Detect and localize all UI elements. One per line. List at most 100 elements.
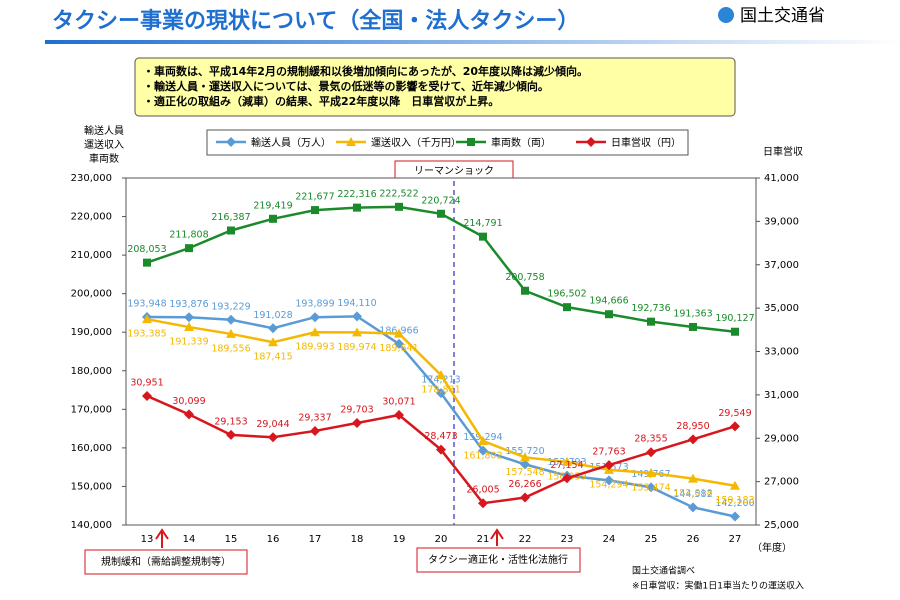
data-label: 191,363 [673, 308, 712, 319]
data-label: 194,666 [589, 296, 628, 307]
data-label: 27,763 [592, 447, 625, 458]
data-label: 174,213 [421, 375, 460, 386]
marker [310, 425, 320, 436]
y2-tick-label: 25,000 [764, 520, 799, 531]
marker [604, 460, 614, 471]
legend-label: 運送収入（千万円） [371, 136, 461, 149]
marker [185, 244, 193, 253]
marker [520, 492, 530, 503]
data-label: 214,791 [463, 218, 502, 229]
data-label: 30,951 [130, 377, 163, 388]
annotation: リーマンショック [414, 165, 494, 177]
marker [269, 214, 277, 223]
x-tick-label: 19 [393, 534, 406, 545]
data-label: 152,018 [673, 488, 712, 499]
marker [394, 328, 404, 338]
data-label: 187,415 [253, 352, 292, 363]
data-label: 178,881 [421, 385, 460, 396]
marker [646, 468, 656, 478]
marker [478, 445, 488, 456]
marker [226, 429, 236, 440]
x-label: （年度） [752, 541, 792, 554]
data-label: 142,200 [715, 498, 754, 509]
data-label: 29,044 [256, 419, 289, 430]
data-label: 189,974 [337, 342, 376, 353]
marker [521, 286, 529, 295]
title-rule [45, 40, 900, 44]
y-tick-label: 210,000 [71, 250, 112, 261]
marker [731, 327, 739, 336]
note: ・車両数は、平成14年2月の規制緩和以後増加傾向にあったが、20年度以降は減少傾… [143, 64, 588, 78]
x-tick-label: 21 [477, 534, 490, 545]
y-tick-label: 140,000 [71, 520, 112, 531]
annotation: タクシー適正化・活性化法施行 [428, 553, 568, 566]
note: ・輸送人員・運送収入については、景気の低迷等の影響を受けて、近年減少傾向。 [143, 79, 549, 93]
y2-tick-label: 29,000 [764, 433, 799, 444]
x-tick-label: 18 [351, 534, 364, 545]
marker [478, 435, 488, 445]
data-label: 29,153 [214, 416, 247, 427]
y-label: 運送収入 [84, 138, 124, 151]
marker [268, 323, 278, 334]
marker [520, 452, 530, 462]
marker [395, 202, 403, 211]
plot-area [125, 177, 757, 526]
y2-tick-label: 27,000 [764, 477, 799, 488]
data-label: 208,053 [127, 244, 166, 255]
notes-box [134, 57, 736, 117]
marker [352, 311, 362, 322]
x-tick-label: 22 [519, 534, 532, 545]
marker [353, 203, 361, 212]
data-label: 28,950 [676, 421, 709, 432]
logo: 国土交通省 [740, 6, 825, 26]
marker [184, 322, 194, 332]
data-label: 153,474 [631, 483, 670, 494]
y2-tick-label: 41,000 [764, 173, 799, 184]
x-tick-label: 16 [267, 534, 280, 545]
data-label: 220,724 [421, 195, 460, 206]
marker [346, 137, 356, 146]
data-label: 221,677 [295, 192, 334, 203]
x-tick-label: 26 [687, 534, 700, 545]
y2-tick-label: 31,000 [764, 390, 799, 401]
data-label: 193,948 [127, 299, 166, 310]
data-label: 193,385 [127, 329, 166, 340]
marker [605, 310, 613, 319]
marker [563, 303, 571, 312]
y2-tick-label: 37,000 [764, 260, 799, 271]
data-label: 219,419 [253, 200, 292, 211]
marker [436, 370, 446, 380]
y-tick-label: 160,000 [71, 443, 112, 454]
note: ・適正化の取組み（減車）の結果、平成22年度以降 日車営収が上昇。 [143, 94, 499, 108]
marker [520, 459, 530, 470]
marker [586, 137, 596, 147]
annotation: 規制緩和（需給調整規制等） [101, 555, 231, 568]
data-label: 193,876 [169, 299, 208, 310]
marker [184, 409, 194, 420]
data-label: 29,337 [298, 412, 331, 423]
data-label: 29,549 [718, 408, 751, 419]
marker [352, 418, 362, 429]
marker [688, 473, 698, 483]
data-label: 29,703 [340, 405, 373, 416]
logo-icon [718, 7, 734, 23]
data-label: 26,005 [466, 485, 499, 496]
data-label: 27,154 [550, 460, 583, 471]
legend-label: 輸送人員（万人） [251, 136, 331, 149]
x-tick-label: 23 [561, 534, 574, 545]
marker [142, 390, 152, 401]
marker [268, 337, 278, 347]
data-label: 222,316 [337, 189, 376, 200]
annotation-box [84, 549, 248, 575]
annotation-box [416, 547, 581, 573]
data-label: 161,802 [463, 450, 502, 461]
marker [730, 421, 740, 432]
data-label: 193,229 [211, 301, 250, 312]
data-label: 144,582 [673, 489, 712, 500]
marker [478, 498, 488, 509]
y2-tick-label: 35,000 [764, 303, 799, 314]
data-label: 189,556 [211, 343, 250, 354]
data-label: 216,387 [211, 212, 250, 223]
x-tick-label: 17 [309, 534, 322, 545]
